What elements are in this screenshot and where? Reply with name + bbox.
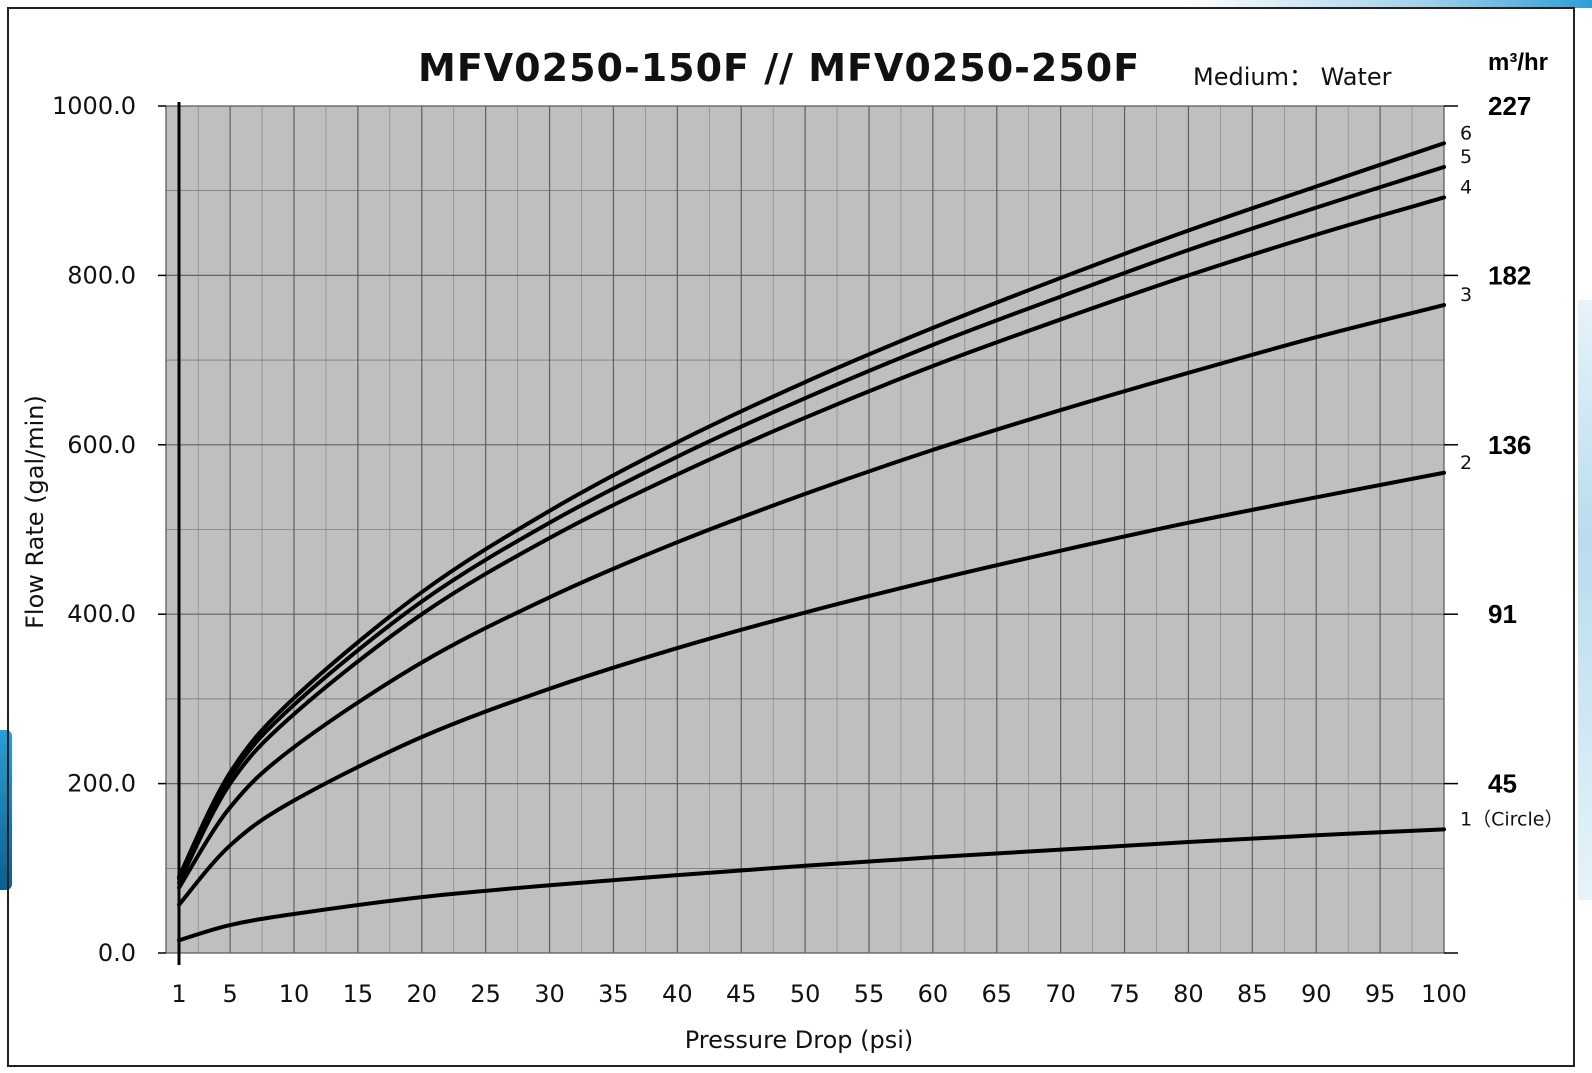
y-tick-label: 200.0 bbox=[67, 770, 136, 798]
axes bbox=[158, 102, 1458, 965]
x-tick-label: 50 bbox=[790, 980, 821, 1008]
right-edge-decoration bbox=[1578, 300, 1592, 900]
y-tick-label: 800.0 bbox=[67, 261, 136, 289]
x-tick-label: 10 bbox=[279, 980, 310, 1008]
x-tick-label: 35 bbox=[598, 980, 629, 1008]
series-lines bbox=[177, 141, 1446, 943]
series-line-1 bbox=[177, 827, 1446, 943]
x-tick-label: 65 bbox=[982, 980, 1013, 1008]
x-tick-label: 80 bbox=[1173, 980, 1204, 1008]
y-tick-label: 1000.0 bbox=[52, 92, 136, 120]
y2-tick-label: 182 bbox=[1488, 260, 1531, 290]
y2-tick-label: 45 bbox=[1488, 769, 1517, 799]
x-tick-label: 70 bbox=[1045, 980, 1076, 1008]
x-tick-label: 30 bbox=[534, 980, 565, 1008]
series-line-2 bbox=[177, 470, 1446, 907]
curve-label-2: 2 bbox=[1460, 452, 1472, 474]
x-tick-label: 5 bbox=[222, 980, 237, 1008]
plot-border bbox=[165, 105, 1445, 954]
outer-border bbox=[7, 7, 1575, 1067]
x-tick-label: 60 bbox=[918, 980, 949, 1008]
x-tick-label: 100 bbox=[1421, 980, 1467, 1008]
y-tick-label: 400.0 bbox=[67, 600, 136, 628]
medium-label: Medium： Water bbox=[1193, 63, 1392, 91]
y2-tick-label: 91 bbox=[1488, 599, 1517, 629]
y2-tick-label: 136 bbox=[1488, 430, 1531, 460]
chart-title: MFV0250-150F // MFV0250-250F bbox=[418, 46, 1140, 90]
y-tick-label: 0.0 bbox=[98, 939, 136, 967]
x-tick-label: 20 bbox=[407, 980, 438, 1008]
x-tick-label: 40 bbox=[662, 980, 693, 1008]
x-tick-label: 85 bbox=[1237, 980, 1268, 1008]
series-line-6 bbox=[177, 141, 1446, 879]
grid-lines bbox=[165, 105, 1445, 954]
top-right-decoration bbox=[1185, 0, 1592, 8]
y-axis-title: Flow Rate (gal/min) bbox=[21, 395, 49, 629]
x-tick-label: 55 bbox=[854, 980, 885, 1008]
right-axis-unit: m³/hr bbox=[1488, 49, 1548, 76]
series-line-4 bbox=[177, 195, 1446, 885]
curve-label-3: 3 bbox=[1460, 284, 1472, 306]
x-tick-label: 1 bbox=[171, 980, 186, 1008]
x-axis-title: Pressure Drop (psi) bbox=[685, 1026, 914, 1054]
x-tick-label: 95 bbox=[1365, 980, 1396, 1008]
curve-label-5: 5 bbox=[1460, 146, 1472, 168]
series-line-3 bbox=[177, 303, 1446, 890]
x-tick-label: 90 bbox=[1301, 980, 1332, 1008]
curve-label-1: 1（Circle） bbox=[1460, 808, 1563, 830]
y-tick-label: 600.0 bbox=[67, 431, 136, 459]
curve-label-6: 6 bbox=[1460, 122, 1472, 144]
series-line-5 bbox=[177, 164, 1446, 881]
x-tick-label: 25 bbox=[470, 980, 501, 1008]
x-tick-label: 15 bbox=[343, 980, 374, 1008]
x-tick-label: 45 bbox=[726, 980, 757, 1008]
curve-label-4: 4 bbox=[1460, 176, 1472, 198]
x-tick-label: 75 bbox=[1109, 980, 1140, 1008]
y2-tick-label: 227 bbox=[1488, 91, 1531, 121]
